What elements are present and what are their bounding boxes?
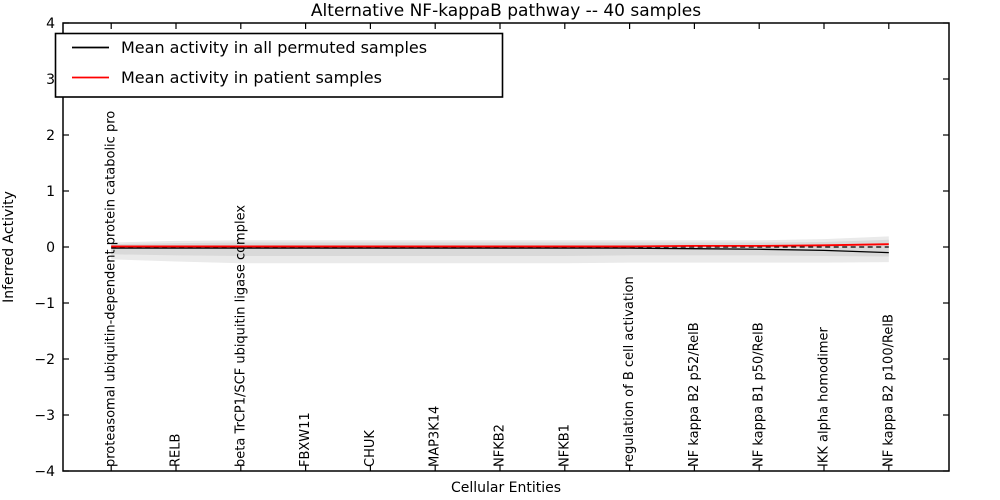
y-tick-labels: −4 −3 −2 −1 0 1 2 3 4 (34, 16, 55, 480)
plot-border (62, 22, 950, 472)
x-tick-labels: proteasomal ubiquitin-dependent protein … (104, 111, 897, 467)
legend-box (54, 32, 504, 98)
series-line-mean-activity-in-patient-samples (111, 243, 889, 248)
x-tick-label: NFKB1 (557, 424, 572, 467)
x-tick-label: NFKB2 (493, 424, 508, 467)
x-tick-label: beta TrCP1/SCF ubiquitin ligase complex (233, 205, 248, 467)
y-tick-label: 0 (46, 240, 55, 256)
series-line-mean-activity-in-all-permuted-samples (111, 247, 889, 254)
y-tick-label: 2 (46, 128, 55, 144)
series-lines (111, 243, 889, 254)
legend-entry-label: Mean activity in patient samples (121, 68, 382, 87)
x-tick-label: NF kappa B2 p100/RelB (881, 314, 896, 467)
y-tick-label: −4 (34, 464, 55, 480)
y-tick-label: −3 (34, 408, 55, 424)
x-tick-label: NF kappa B2 p52/RelB (687, 322, 702, 467)
x-axis-label: Cellular Entities (451, 480, 561, 496)
x-tick-label: FBXW11 (298, 412, 313, 467)
legend: Mean activity in all permuted samples Mea… (54, 32, 504, 98)
y-tick-label: 4 (46, 16, 55, 32)
x-tick-label: NF kappa B1 p50/RelB (752, 322, 767, 467)
x-tick-label: IKK alpha homodimer (817, 326, 832, 467)
y-tick-label: −1 (34, 296, 55, 312)
x-tick-label: CHUK (363, 430, 378, 467)
y-tick-label: −2 (34, 352, 55, 368)
y-tick-label: 1 (46, 184, 55, 200)
x-tick-label: regulation of B cell activation (622, 276, 637, 467)
x-tick-label: MAP3K14 (428, 406, 443, 467)
legend-entry-label: Mean activity in all permuted samples (121, 38, 427, 57)
y-tick-label: 3 (46, 72, 55, 88)
y-axis-label: Inferred Activity (1, 191, 17, 303)
x-tick-label: proteasomal ubiquitin-dependent protein … (104, 111, 119, 467)
x-tick-label: RELB (169, 434, 184, 467)
chart-title: Alternative NF-kappaB pathway -- 40 samp… (311, 1, 701, 21)
